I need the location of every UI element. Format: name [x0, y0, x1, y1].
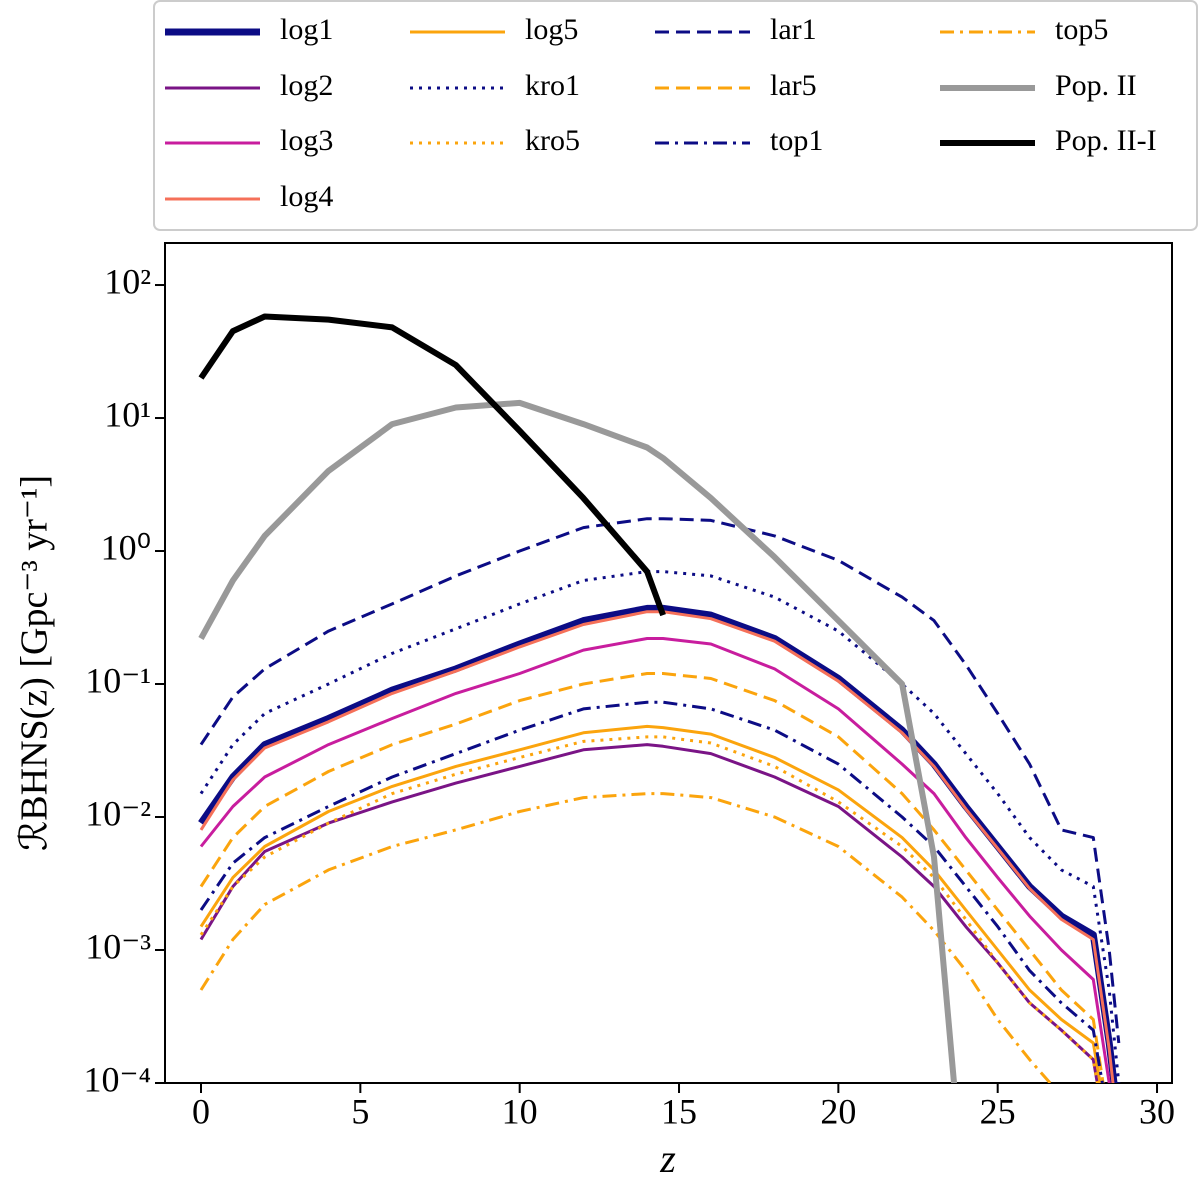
- y-tick-label: 10¹: [104, 394, 151, 434]
- legend-label: lar1: [770, 13, 817, 46]
- series-line: [198, 399, 958, 1083]
- legend-label: log1: [280, 13, 333, 46]
- series-line: [199, 792, 1053, 1083]
- y-tick-label: 10⁻¹: [85, 660, 151, 700]
- x-tick-label: 25: [980, 1091, 1016, 1131]
- y-tick-label: 10⁻⁴: [83, 1059, 151, 1099]
- series-line: [199, 570, 1121, 1083]
- series-line: [199, 700, 1104, 1083]
- legend-label: Pop. II: [1055, 69, 1137, 102]
- series-line: [199, 724, 1102, 1083]
- y-tick-label: 10²: [104, 261, 151, 301]
- legend-label: log4: [280, 180, 333, 213]
- x-axis-label: z: [659, 1136, 676, 1181]
- y-axis-label: ℛBHNS(z) [Gpc⁻³ yr⁻¹]: [14, 475, 56, 851]
- series-line: [199, 735, 1099, 1083]
- legend-label: top5: [1055, 13, 1108, 46]
- x-tick-label: 30: [1139, 1091, 1175, 1131]
- series-line: [198, 313, 666, 617]
- legend-label: kro5: [525, 124, 580, 157]
- series-line: [199, 743, 1099, 1083]
- y-tick-label: 10⁰: [101, 527, 151, 567]
- legend-label: log3: [280, 124, 333, 157]
- x-tick-label: 0: [192, 1091, 210, 1131]
- series-line: [199, 672, 1105, 1083]
- legend-label: log2: [280, 69, 333, 102]
- plot-lines: [198, 313, 1121, 1083]
- series-line: [199, 517, 1121, 1044]
- x-tick-label: 5: [351, 1091, 369, 1131]
- legend-box: [153, 0, 1198, 231]
- legend-label: lar5: [770, 69, 817, 102]
- y-tick-label: 10⁻²: [85, 793, 151, 833]
- legend-label: kro1: [525, 69, 580, 102]
- legend-label: top1: [770, 124, 823, 157]
- x-tick-label: 10: [502, 1091, 538, 1131]
- y-tick-label: 10⁻³: [85, 926, 151, 966]
- x-tick-label: 15: [661, 1091, 697, 1131]
- plot-frame: [164, 242, 1173, 1084]
- legend-label: log5: [525, 13, 578, 46]
- series-line: [199, 610, 1115, 1083]
- series-line: [199, 637, 1111, 1083]
- x-tick-label: 20: [820, 1091, 856, 1131]
- legend-label: Pop. II-I: [1055, 124, 1157, 157]
- series-line: [198, 604, 1118, 1083]
